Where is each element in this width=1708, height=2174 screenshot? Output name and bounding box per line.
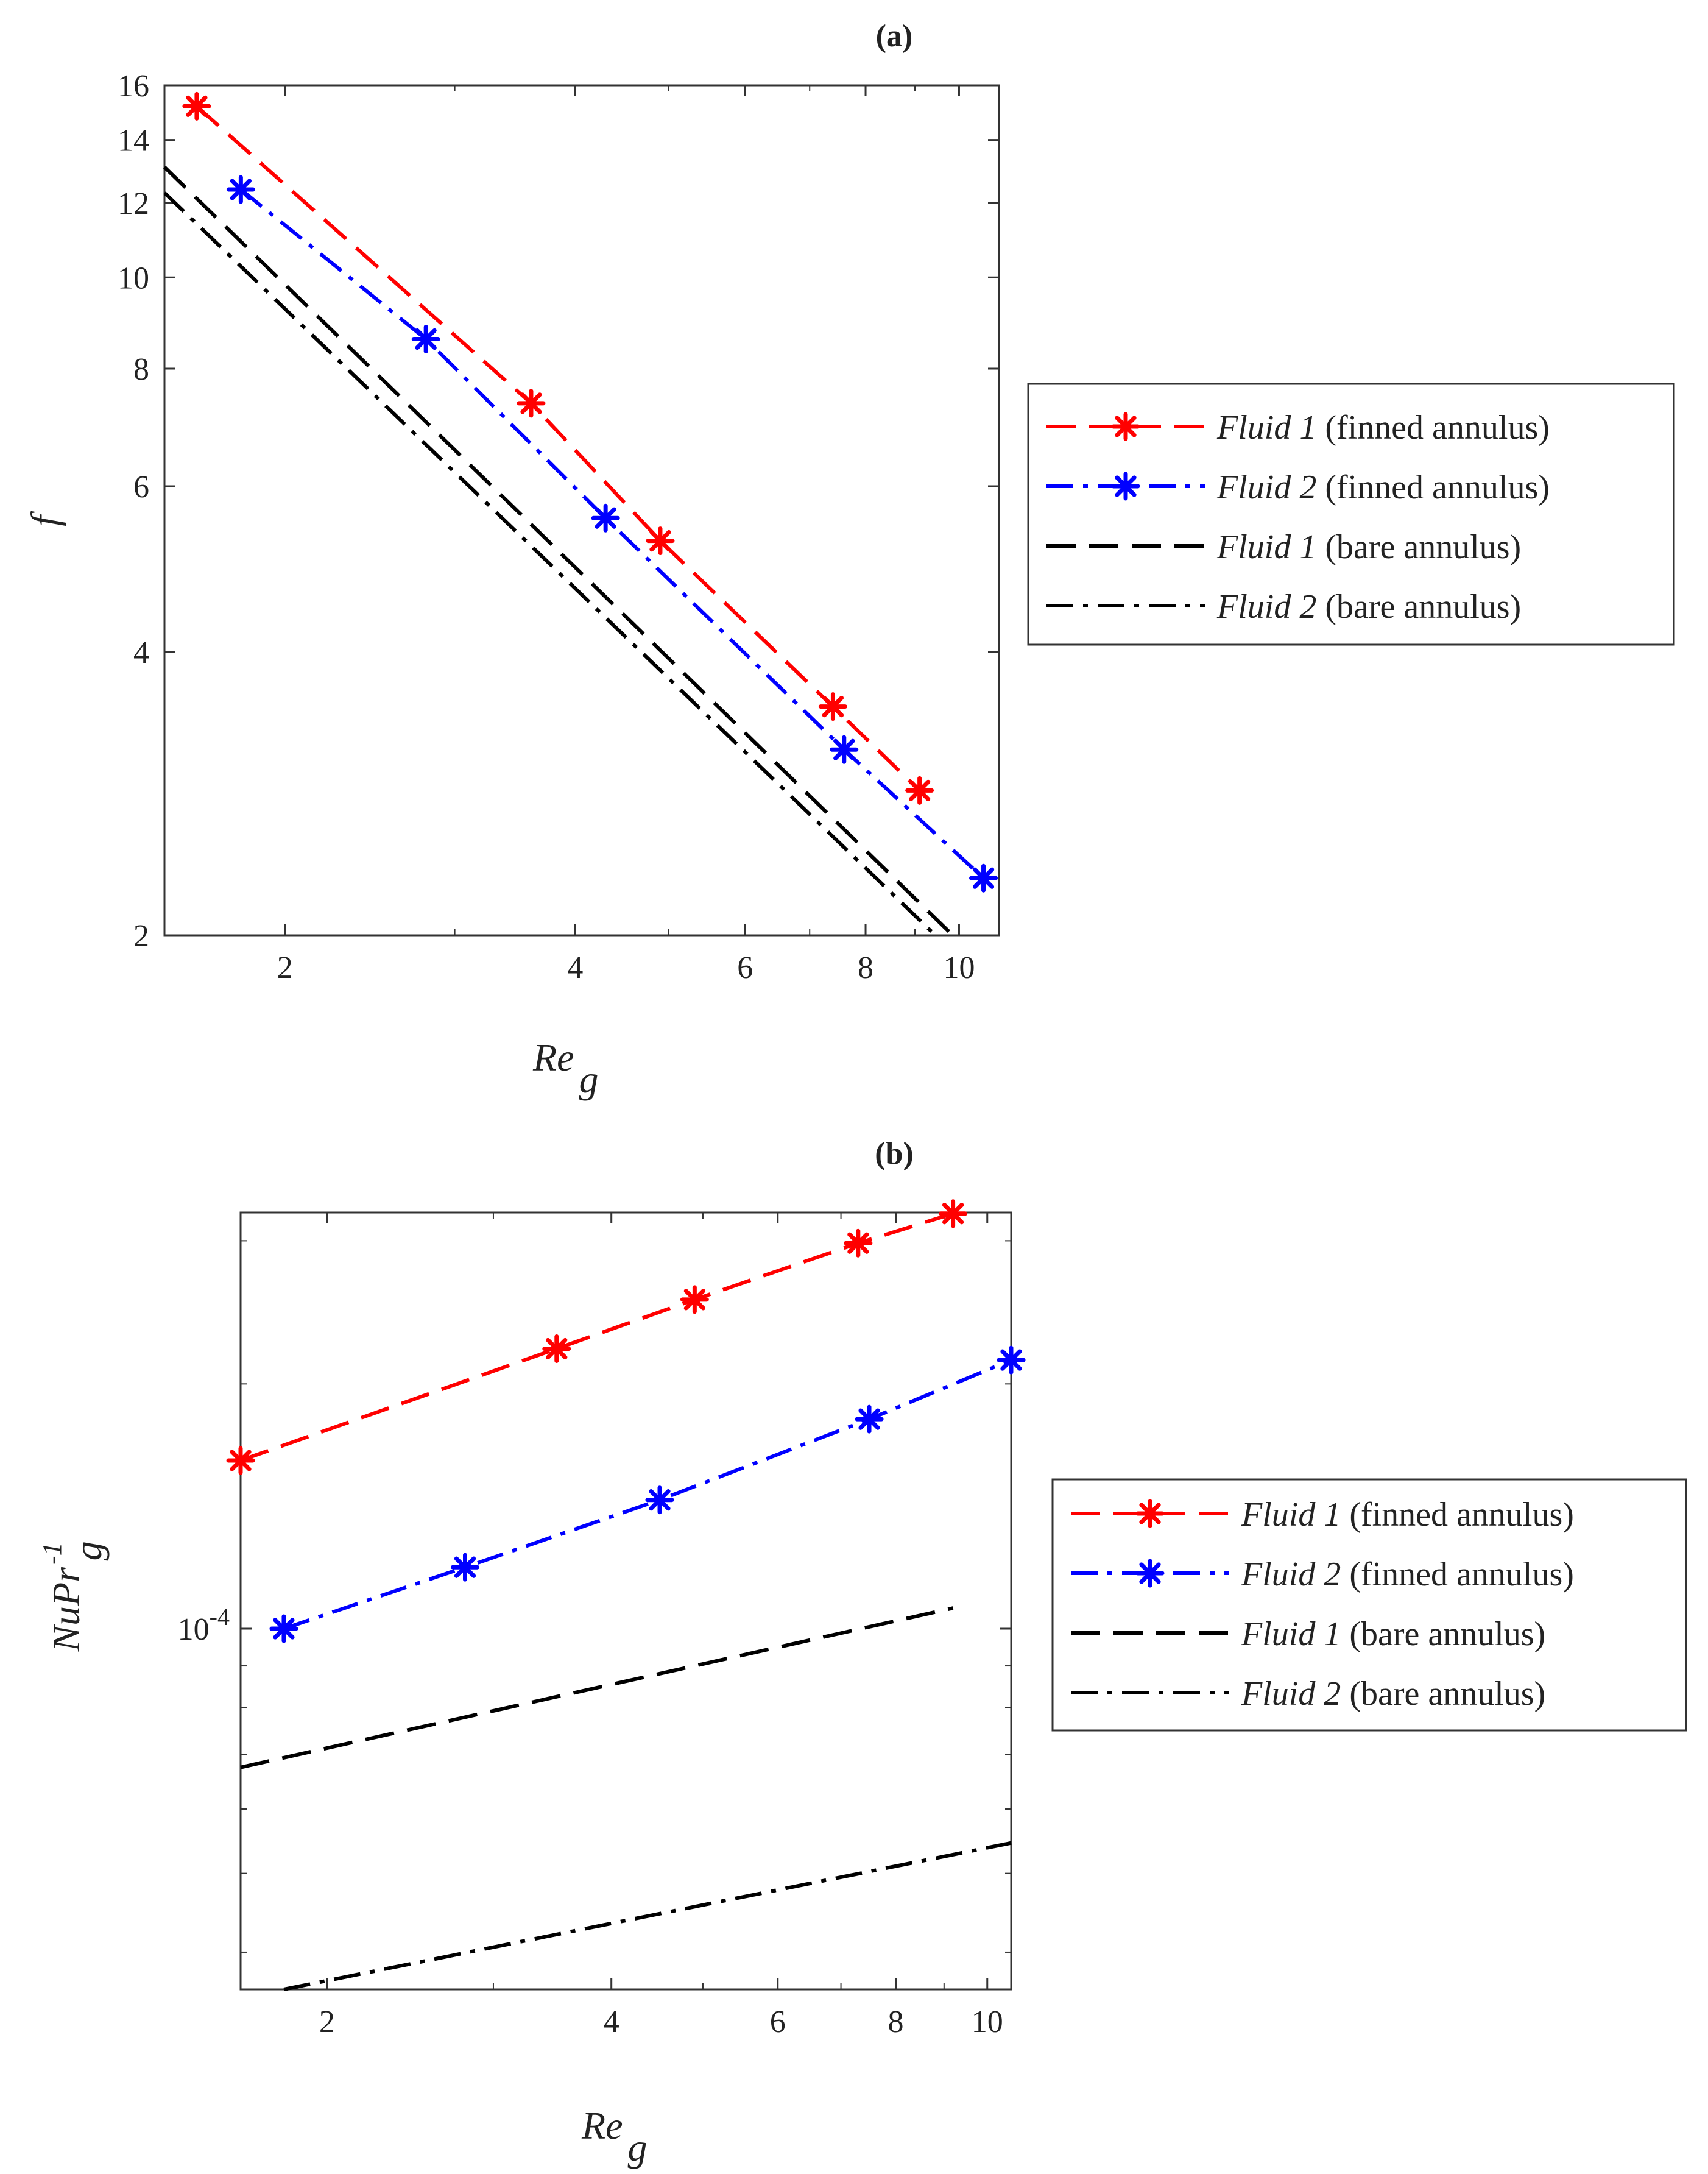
legend-label-annulus: (bare annulus) <box>1341 1615 1545 1653</box>
panel-a-label: (a) <box>876 19 913 54</box>
legend-label-2: Fluid 2 (finned annulus) <box>1216 469 1550 506</box>
legend-label-4: Fluid 2 (bare annulus) <box>1241 1675 1545 1713</box>
series-line-3 <box>163 166 955 937</box>
data-point-1-4 <box>844 1228 873 1258</box>
legend-label-fluid: Fluid 2 <box>1241 1675 1341 1713</box>
panel-b-ylabel-sup: -1 <box>37 1542 67 1565</box>
x-tick-label: 2 <box>319 2005 335 2039</box>
panel-b-ylabel: NuPr-1g <box>37 1541 110 1652</box>
legend-label-fluid: Fluid 2 <box>1216 469 1316 506</box>
x-tick-label: 8 <box>858 951 873 985</box>
data-point-1-5 <box>939 1199 968 1228</box>
legend-label-1: Fluid 1 (finned annulus) <box>1241 1496 1574 1534</box>
legend-label-annulus: (finned annulus) <box>1341 1556 1574 1593</box>
x-tick-label: 8 <box>888 2005 903 2039</box>
series-line-3 <box>240 1606 954 1769</box>
series-line-4 <box>283 1841 1012 1991</box>
data-point-1-4 <box>818 692 847 721</box>
panel-b-xlabel-base: Re <box>581 2104 623 2147</box>
panel-b-plot-area <box>239 1211 1012 1991</box>
legend-label-annulus: (finned annulus) <box>1316 409 1550 447</box>
legend-label-fluid: Fluid 1 <box>1216 528 1316 566</box>
legend-label-1: Fluid 1 (finned annulus) <box>1216 409 1550 447</box>
x-tick-label: 4 <box>567 951 583 985</box>
y-tick-label: 2 <box>133 919 149 954</box>
panel-a-ticks: 2 4 6 8 10 2 4 6 8 10 12 14 16 <box>118 69 1000 985</box>
data-point-1-3 <box>680 1285 709 1314</box>
panel-b-xlabel-sub: g <box>628 2126 648 2169</box>
panel-a-ylabel: f <box>23 511 66 526</box>
data-point-1-2 <box>542 1334 571 1363</box>
series-line-4 <box>163 191 937 937</box>
x-tick-label: 10 <box>943 951 975 985</box>
legend-marker-1 <box>1111 412 1140 441</box>
panel-a-series <box>163 91 998 937</box>
y-tick-label: 8 <box>133 352 149 387</box>
y-tick-label: 12 <box>118 186 149 221</box>
data-point-2-4 <box>830 735 859 764</box>
data-point-2-3 <box>591 503 620 533</box>
y-tick-label: 10-4 <box>178 1603 230 1647</box>
legend-label-annulus: (finned annulus) <box>1341 1496 1574 1534</box>
panel-b-label: (b) <box>875 1136 914 1171</box>
legend-marker-1 <box>1135 1499 1165 1528</box>
panel-b-legend: Fluid 1 (finned annulus)Fluid 2 (finned … <box>1051 1478 1687 1732</box>
x-tick-label: 10 <box>972 2005 1003 2039</box>
legend-label-fluid: Fluid 1 <box>1216 409 1316 447</box>
data-point-2-5 <box>969 863 998 893</box>
data-point-1-2 <box>517 389 546 418</box>
legend-label-3: Fluid 1 (bare annulus) <box>1241 1615 1545 1653</box>
y-tick-label: 10 <box>118 261 149 296</box>
series-line-2 <box>239 188 985 880</box>
panel-a-legend: Fluid 1 (finned annulus)Fluid 2 (finned … <box>1027 383 1675 646</box>
panel-b-ylabel-base: NuPr <box>44 1567 88 1652</box>
data-point-1-1 <box>226 1446 255 1475</box>
y-tick-label: 16 <box>118 69 149 104</box>
legend-label-annulus: (bare annulus) <box>1316 588 1521 626</box>
legend-label-2: Fluid 2 (finned annulus) <box>1241 1556 1574 1593</box>
data-point-1-1 <box>182 91 211 121</box>
panel-b-ticks: 2 4 6 8 10 10-4 <box>178 1213 1011 2039</box>
panel-a-xlabel: Reg <box>532 1036 599 1101</box>
data-point-2-2 <box>450 1553 479 1582</box>
panel-b-ylabel-sub: g <box>66 1541 110 1560</box>
series-line-1 <box>195 105 921 792</box>
data-point-1-5 <box>905 776 934 805</box>
legend-label-fluid: Fluid 2 <box>1216 588 1316 626</box>
legend-marker-2 <box>1111 472 1140 501</box>
x-tick-label: 2 <box>277 951 293 985</box>
panel-a-plot-area <box>163 84 1000 937</box>
legend-label-fluid: Fluid 2 <box>1241 1556 1341 1593</box>
data-point-2-3 <box>645 1485 674 1515</box>
panel-a-xlabel-base: Re <box>532 1036 574 1079</box>
panel-a: (a) 2 4 6 8 10 2 4 6 8 10 12 14 16 f Reg Fluid 1 (fi… <box>23 19 1675 1101</box>
legend-label-fluid: Fluid 1 <box>1241 1496 1341 1534</box>
y-tick-label: 4 <box>133 636 149 670</box>
data-point-2-5 <box>997 1345 1026 1375</box>
x-tick-label: 6 <box>737 951 753 985</box>
x-tick-label: 4 <box>604 2005 619 2039</box>
legend-label-4: Fluid 2 (bare annulus) <box>1216 588 1521 626</box>
panel-b-xlabel: Reg <box>581 2104 648 2169</box>
legend-label-annulus: (bare annulus) <box>1341 1675 1545 1713</box>
data-point-2-1 <box>226 175 255 204</box>
legend-label-annulus: (bare annulus) <box>1316 528 1521 566</box>
data-point-2-2 <box>411 324 440 353</box>
data-point-2-1 <box>269 1614 298 1643</box>
data-point-1-3 <box>646 526 675 556</box>
data-point-2-4 <box>855 1404 884 1434</box>
y-tick-label: 6 <box>133 470 149 505</box>
legend-marker-2 <box>1135 1559 1165 1588</box>
panel-b-series <box>226 1199 1026 1991</box>
x-tick-label: 6 <box>770 2005 786 2039</box>
y-tick-label: 14 <box>118 124 149 158</box>
panel-a-xlabel-sub: g <box>579 1058 599 1101</box>
legend-label-fluid: Fluid 1 <box>1241 1615 1341 1653</box>
legend-label-3: Fluid 1 (bare annulus) <box>1216 528 1521 566</box>
legend-label-annulus: (finned annulus) <box>1316 469 1550 506</box>
